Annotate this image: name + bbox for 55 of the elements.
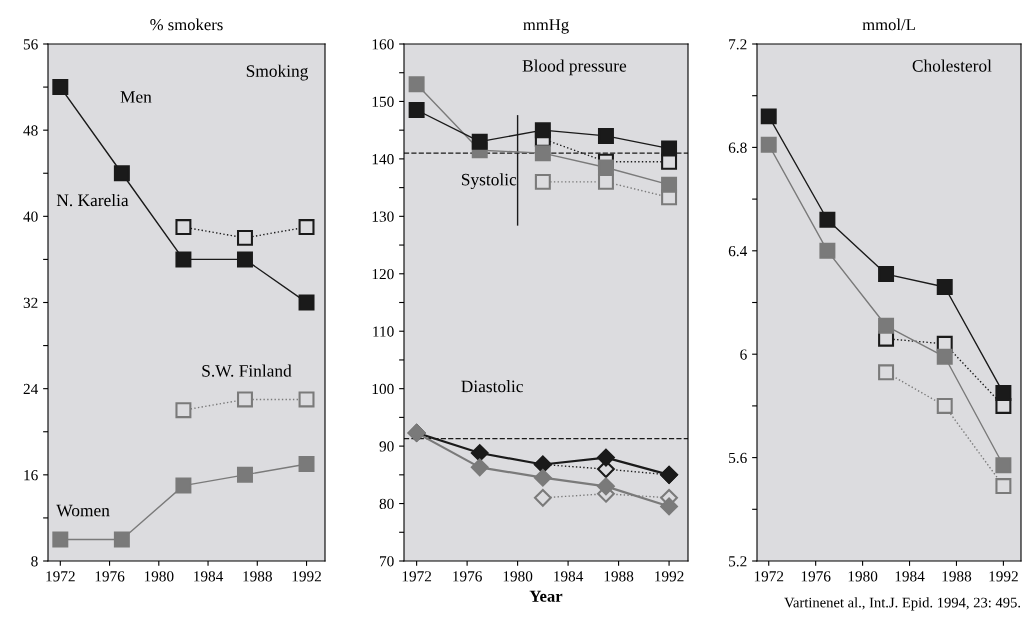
x-tick-label: 1976 <box>95 571 125 582</box>
y-tick-label: 5.6 <box>729 452 747 464</box>
y-tick-label: 110 <box>373 326 394 337</box>
chart-title: mmol/L <box>862 18 915 31</box>
y-tick-label: 40 <box>23 211 38 222</box>
x-tick-label: 1992 <box>292 571 321 582</box>
x-tick-label: 1984 <box>895 571 925 582</box>
annotation: Cholesterol <box>912 59 992 72</box>
annotation: Women <box>56 504 110 517</box>
y-tick-label: 56 <box>23 39 38 50</box>
annotation: S.W. Finland <box>202 364 292 377</box>
annotation: Men <box>120 91 152 103</box>
chart-title: % smokers <box>150 18 223 31</box>
annotation: Diastolic <box>461 380 523 393</box>
y-tick-label: 150 <box>372 96 394 107</box>
x-tick-label: 1980 <box>848 571 878 582</box>
x-tick-label: 1988 <box>942 571 972 582</box>
y-tick-label: 6.4 <box>728 245 748 257</box>
x-tick-label: 1992 <box>655 571 684 582</box>
y-tick-label: 130 <box>372 211 394 222</box>
chart-title: mmHg <box>523 19 569 34</box>
y-tick-label: 8 <box>31 556 38 567</box>
y-tick-label: 7.2 <box>729 39 747 50</box>
x-tick-label: 1988 <box>243 571 272 582</box>
x-tick-label: 1980 <box>503 571 533 582</box>
x-tick-label: 1972 <box>402 571 432 582</box>
x-axis-title: Year <box>529 590 563 602</box>
y-tick-label: 16 <box>24 470 38 481</box>
y-tick-label: 48 <box>23 125 38 136</box>
x-tick-label: 1976 <box>453 571 482 582</box>
x-tick-label: 1972 <box>46 571 75 582</box>
y-tick-label: 24 <box>23 383 39 394</box>
x-tick-label: 1984 <box>554 571 584 582</box>
x-tick-label: 1984 <box>194 571 224 582</box>
annotation: N. Karelia <box>56 193 129 207</box>
annotation: Smoking <box>246 64 309 81</box>
x-tick-label: 1980 <box>144 571 174 582</box>
y-tick-label: 80 <box>379 498 394 510</box>
y-tick-label: 32 <box>23 297 38 308</box>
y-tick-label: 90 <box>379 441 394 452</box>
annotation: Blood pressure <box>522 59 627 76</box>
x-tick-label: 1976 <box>801 571 831 582</box>
y-tick-label: 100 <box>372 383 394 395</box>
y-tick-label: 6.8 <box>728 142 747 153</box>
y-tick-label: 120 <box>372 268 394 280</box>
y-tick-label: 140 <box>372 154 394 165</box>
y-tick-label: 6 <box>740 349 747 360</box>
text: Vartinenet al., Int.J. Epid. 1994, 23: 495. <box>784 597 1021 611</box>
x-tick-label: 1972 <box>754 571 784 582</box>
x-tick-label: 1988 <box>604 571 634 582</box>
x-tick-label: 1992 <box>989 571 1018 582</box>
y-tick-label: 70 <box>380 556 394 567</box>
annotation: Systolic <box>461 173 517 190</box>
y-tick-label: 160 <box>372 39 394 50</box>
y-tick-label: 5.2 <box>729 556 747 567</box>
